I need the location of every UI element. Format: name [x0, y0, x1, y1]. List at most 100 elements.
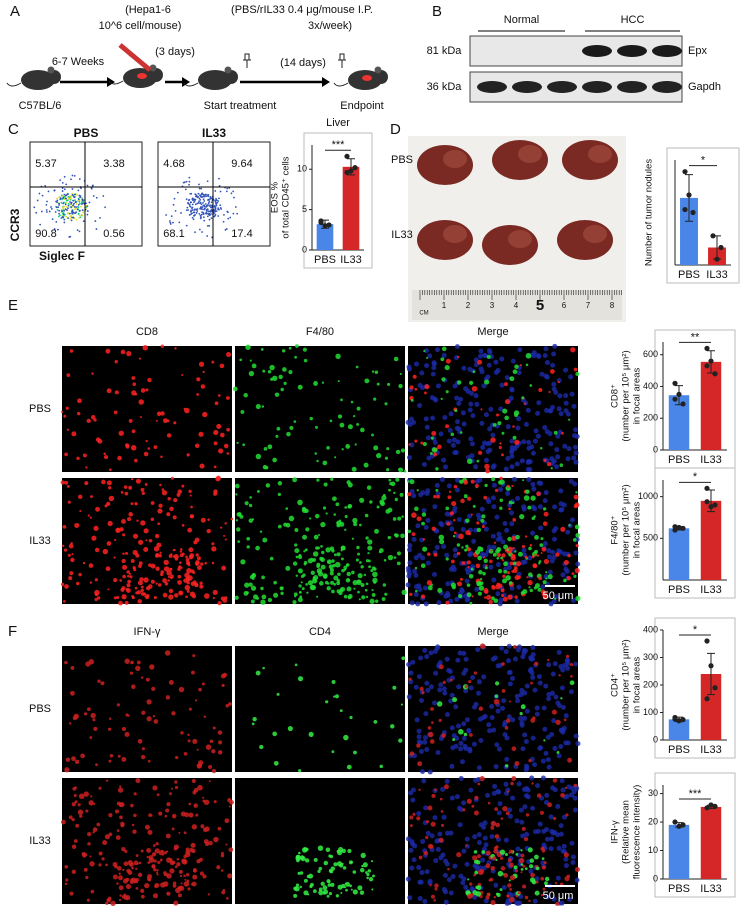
- cell: [187, 739, 191, 743]
- event: [63, 209, 66, 212]
- cell: [66, 373, 71, 378]
- cell: [127, 517, 132, 522]
- cell: [429, 884, 432, 887]
- nucleus: [413, 572, 419, 578]
- cell: [466, 458, 473, 465]
- cell: [190, 505, 193, 509]
- cell: [473, 810, 479, 816]
- cell: [217, 730, 223, 735]
- cell: [541, 857, 545, 860]
- nucleus: [470, 413, 476, 419]
- nucleus: [569, 840, 575, 846]
- cell: [65, 406, 69, 410]
- event: [86, 205, 89, 208]
- cell: [195, 553, 199, 557]
- nucleus: [521, 439, 527, 445]
- event: [202, 213, 205, 215]
- event: [198, 228, 201, 231]
- cell: [204, 593, 210, 599]
- blot: [469, 35, 683, 67]
- cell: [499, 442, 502, 445]
- nucleus: [558, 831, 564, 837]
- cell: [198, 361, 205, 367]
- cell: [69, 891, 74, 896]
- cell: [532, 563, 538, 569]
- cell: [540, 876, 545, 881]
- event: [187, 202, 190, 205]
- cell: [387, 535, 392, 540]
- cell: [164, 581, 169, 586]
- nucleus: [457, 650, 463, 656]
- cell: [148, 538, 153, 543]
- cell: [155, 552, 160, 557]
- nucleus: [476, 765, 482, 771]
- cell: [187, 733, 190, 737]
- nucleus: [430, 415, 436, 421]
- liver: [417, 220, 473, 260]
- cell: [60, 410, 64, 413]
- cell: [74, 759, 80, 765]
- cell: [317, 533, 321, 537]
- cell: [382, 583, 387, 587]
- cell: [219, 432, 225, 438]
- cell: [146, 855, 150, 859]
- cell: [78, 572, 82, 577]
- cell: [109, 754, 114, 758]
- event: [70, 195, 72, 198]
- nucleus: [530, 674, 536, 680]
- ruler-label: 6: [562, 301, 567, 310]
- cell: [445, 424, 450, 429]
- nucleus: [520, 746, 526, 752]
- cell: [255, 670, 261, 676]
- nucleus: [405, 582, 411, 588]
- cell: [193, 540, 198, 545]
- nucleus: [428, 684, 434, 690]
- quadrant-value: 17.4: [231, 228, 252, 240]
- cell: [429, 844, 434, 849]
- cell: [140, 585, 144, 589]
- nucleus: [555, 454, 561, 460]
- nucleus: [565, 665, 571, 671]
- cell: [514, 550, 517, 553]
- nucleus: [541, 842, 547, 848]
- cell: [130, 478, 134, 481]
- cell: [525, 813, 530, 817]
- cell: [511, 776, 517, 781]
- event: [198, 187, 201, 190]
- event: [73, 174, 76, 177]
- cell: [321, 550, 325, 555]
- cell: [441, 346, 447, 352]
- cell: [251, 363, 257, 369]
- cell: [225, 897, 229, 900]
- cell: [316, 478, 320, 482]
- data-point: [704, 499, 710, 505]
- cell: [386, 447, 390, 451]
- cell: [416, 516, 422, 522]
- nucleus: [563, 566, 569, 572]
- event: [220, 208, 223, 210]
- cell: [497, 480, 503, 485]
- event: [185, 224, 188, 227]
- nucleus: [487, 728, 493, 734]
- cell: [71, 802, 76, 807]
- cell: [564, 876, 570, 882]
- cell: [168, 594, 174, 600]
- cell: [144, 824, 150, 830]
- cell: [388, 488, 391, 492]
- cell: [164, 814, 168, 818]
- flow-title: IL33: [202, 126, 226, 140]
- nucleus: [535, 828, 541, 834]
- cell: [335, 561, 341, 568]
- nucleus: [429, 833, 435, 839]
- row-label: PBS: [29, 403, 51, 415]
- cell: [272, 375, 278, 381]
- cell: [122, 533, 126, 537]
- data-point: [672, 380, 678, 386]
- cell: [421, 512, 427, 517]
- cell: [403, 469, 407, 473]
- cell: [519, 364, 522, 367]
- event: [209, 204, 212, 206]
- cell: [177, 574, 182, 579]
- nucleus: [425, 517, 431, 523]
- cell: [456, 543, 461, 547]
